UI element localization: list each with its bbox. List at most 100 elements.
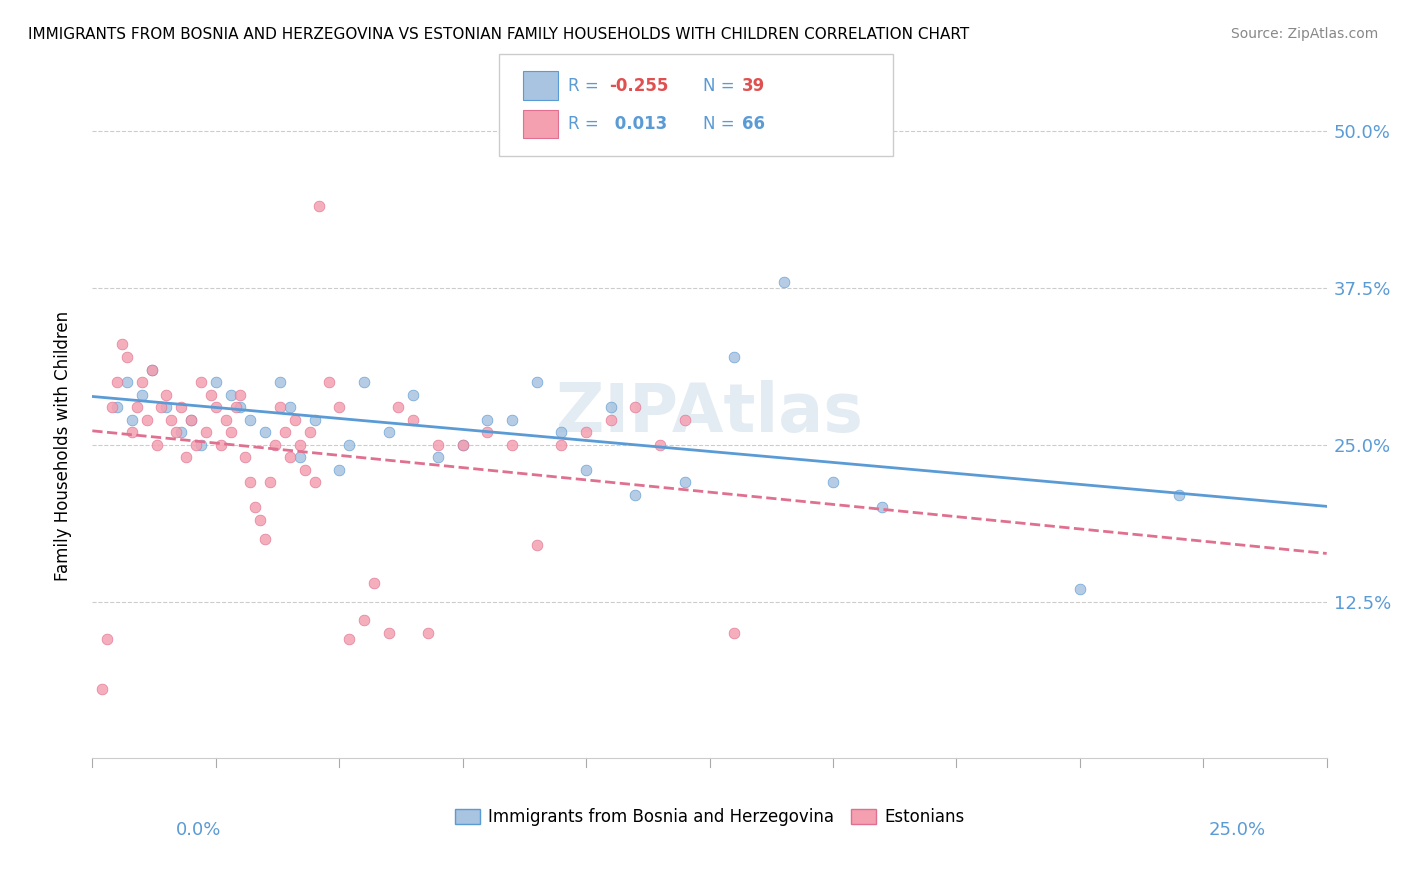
Point	[125, 400, 148, 414]
Point	[278, 400, 301, 414]
Point	[131, 375, 153, 389]
Point	[477, 425, 499, 440]
Point	[308, 199, 330, 213]
Point	[145, 438, 167, 452]
Point	[155, 387, 177, 401]
Point	[219, 425, 242, 440]
Point	[170, 425, 193, 440]
Point	[575, 425, 598, 440]
Point	[337, 438, 360, 452]
Point	[526, 538, 548, 552]
Point	[624, 400, 647, 414]
Point	[245, 500, 267, 515]
Point	[115, 375, 138, 389]
Point	[269, 400, 291, 414]
Point	[155, 400, 177, 414]
Point	[121, 413, 143, 427]
Point	[235, 450, 257, 465]
Point	[416, 626, 439, 640]
Point	[184, 438, 207, 452]
Text: 39: 39	[742, 77, 766, 95]
Point	[165, 425, 187, 440]
Point	[111, 337, 134, 351]
Point	[426, 438, 449, 452]
Point	[1167, 488, 1189, 502]
Text: Source: ZipAtlas.com: Source: ZipAtlas.com	[1230, 27, 1378, 41]
Point	[105, 375, 128, 389]
Point	[229, 387, 252, 401]
Point	[200, 387, 222, 401]
Text: 0.0%: 0.0%	[176, 821, 221, 838]
Point	[550, 438, 572, 452]
Text: 25.0%: 25.0%	[1208, 821, 1265, 838]
Point	[121, 425, 143, 440]
Point	[477, 413, 499, 427]
Point	[304, 475, 326, 490]
Point	[91, 682, 114, 697]
Text: N =: N =	[703, 77, 740, 95]
Point	[723, 626, 745, 640]
Legend: Immigrants from Bosnia and Herzegovina, Estonians: Immigrants from Bosnia and Herzegovina, …	[449, 801, 972, 833]
Point	[141, 362, 163, 376]
Point	[353, 613, 375, 627]
Point	[209, 438, 232, 452]
Point	[160, 413, 183, 427]
Point	[96, 632, 118, 647]
Point	[772, 275, 794, 289]
Point	[229, 400, 252, 414]
Text: N =: N =	[703, 115, 740, 133]
Point	[284, 413, 307, 427]
Point	[318, 375, 340, 389]
Point	[451, 438, 474, 452]
Text: R =: R =	[568, 115, 605, 133]
Point	[337, 632, 360, 647]
Point	[288, 438, 311, 452]
Point	[264, 438, 287, 452]
Point	[387, 400, 409, 414]
Text: R =: R =	[568, 77, 605, 95]
Point	[328, 463, 350, 477]
Point	[599, 400, 621, 414]
Point	[101, 400, 124, 414]
Point	[190, 438, 212, 452]
Point	[115, 350, 138, 364]
Point	[575, 463, 598, 477]
Point	[501, 413, 523, 427]
Point	[377, 425, 399, 440]
Point	[402, 413, 425, 427]
Point	[526, 375, 548, 389]
Point	[377, 626, 399, 640]
Point	[673, 413, 696, 427]
Point	[402, 387, 425, 401]
Point	[170, 400, 193, 414]
Point	[723, 350, 745, 364]
Point	[673, 475, 696, 490]
Point	[550, 425, 572, 440]
Point	[274, 425, 297, 440]
Point	[363, 575, 385, 590]
Point	[225, 400, 247, 414]
Point	[599, 413, 621, 427]
Text: ZIPAtlas: ZIPAtlas	[555, 380, 863, 446]
Point	[269, 375, 291, 389]
Text: Family Households with Children: Family Households with Children	[55, 311, 72, 581]
Point	[150, 400, 173, 414]
Point	[451, 438, 474, 452]
Point	[239, 475, 262, 490]
Point	[254, 425, 277, 440]
Text: 66: 66	[742, 115, 765, 133]
Point	[254, 532, 277, 546]
Point	[105, 400, 128, 414]
Point	[821, 475, 844, 490]
Point	[288, 450, 311, 465]
Point	[650, 438, 672, 452]
Point	[180, 413, 202, 427]
Point	[298, 425, 321, 440]
Point	[190, 375, 212, 389]
Point	[141, 362, 163, 376]
Point	[259, 475, 281, 490]
Point	[204, 375, 226, 389]
Point	[501, 438, 523, 452]
Point	[278, 450, 301, 465]
Text: IMMIGRANTS FROM BOSNIA AND HERZEGOVINA VS ESTONIAN FAMILY HOUSEHOLDS WITH CHILDR: IMMIGRANTS FROM BOSNIA AND HERZEGOVINA V…	[28, 27, 969, 42]
